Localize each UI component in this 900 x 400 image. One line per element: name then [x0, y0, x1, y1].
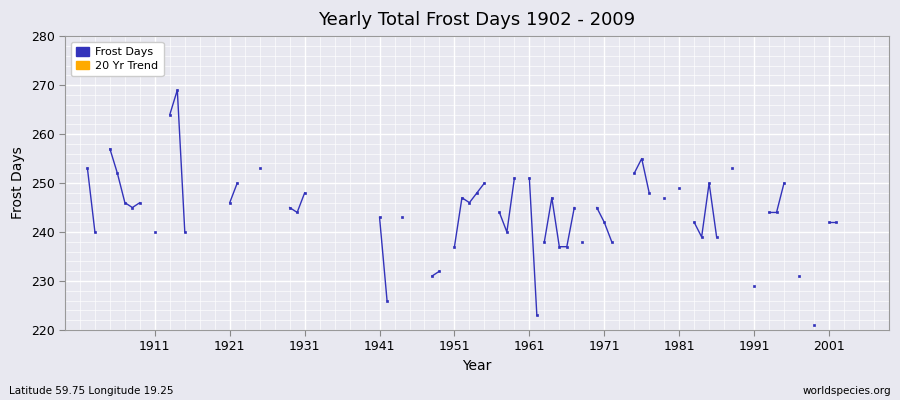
Title: Yearly Total Frost Days 1902 - 2009: Yearly Total Frost Days 1902 - 2009	[319, 11, 635, 29]
Legend: Frost Days, 20 Yr Trend: Frost Days, 20 Yr Trend	[70, 42, 164, 76]
X-axis label: Year: Year	[463, 359, 491, 373]
Line: Frost Days: Frost Days	[86, 167, 96, 234]
Frost Days	[89, 230, 100, 234]
Text: Latitude 59.75 Longitude 19.25: Latitude 59.75 Longitude 19.25	[9, 386, 174, 396]
Text: worldspecies.org: worldspecies.org	[803, 386, 891, 396]
Y-axis label: Frost Days: Frost Days	[11, 147, 25, 220]
Frost Days	[82, 166, 93, 171]
